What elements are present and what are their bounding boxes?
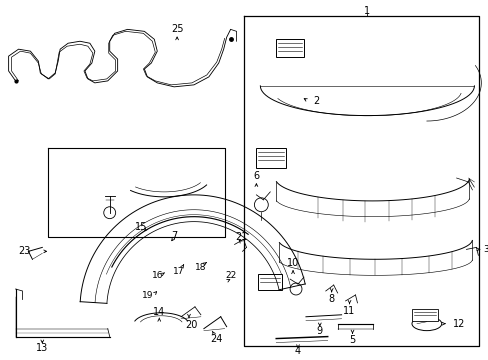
- Text: 20: 20: [184, 320, 197, 330]
- Text: 9: 9: [316, 326, 322, 336]
- Text: 24: 24: [210, 334, 223, 343]
- Text: 25: 25: [170, 24, 183, 34]
- Text: 15: 15: [135, 221, 147, 231]
- Bar: [276, 39, 304, 57]
- Text: 14: 14: [153, 307, 165, 317]
- Text: 17: 17: [173, 267, 184, 276]
- Bar: [411, 309, 437, 321]
- Text: 1: 1: [364, 5, 370, 15]
- Text: 23: 23: [18, 246, 31, 256]
- Text: 8: 8: [328, 294, 334, 304]
- Text: 21: 21: [235, 233, 247, 243]
- Text: 11: 11: [343, 306, 355, 316]
- Text: 10: 10: [286, 258, 299, 268]
- Text: 22: 22: [224, 271, 236, 280]
- Text: 2: 2: [312, 96, 319, 106]
- Text: 7: 7: [171, 231, 177, 242]
- Bar: [258, 274, 282, 290]
- Text: 6: 6: [253, 171, 259, 181]
- Text: 16: 16: [151, 271, 163, 280]
- Text: 4: 4: [294, 346, 301, 356]
- Text: 3: 3: [482, 245, 488, 254]
- Text: 18: 18: [195, 263, 206, 272]
- Text: 12: 12: [452, 319, 464, 329]
- Text: 13: 13: [36, 343, 48, 354]
- Bar: [256, 148, 285, 168]
- Text: 19: 19: [142, 292, 153, 301]
- Text: 5: 5: [349, 334, 355, 345]
